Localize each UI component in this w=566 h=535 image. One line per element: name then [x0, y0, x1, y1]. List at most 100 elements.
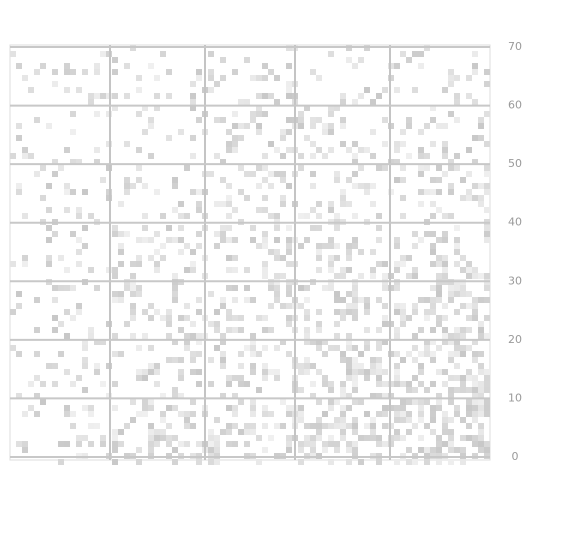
texture-cell	[340, 435, 346, 441]
texture-cell	[262, 111, 268, 117]
texture-cell	[280, 201, 286, 207]
texture-cell	[94, 423, 100, 429]
texture-cell	[220, 57, 226, 63]
texture-cell	[424, 309, 430, 315]
texture-cell	[280, 195, 286, 201]
texture-cell	[478, 273, 484, 279]
texture-cell	[478, 393, 484, 399]
texture-cell	[478, 411, 484, 417]
texture-cell	[94, 363, 100, 369]
texture-cell	[166, 357, 172, 363]
texture-cell	[442, 261, 448, 267]
texture-cell	[478, 351, 484, 357]
texture-cell	[82, 189, 88, 195]
texture-cell	[394, 369, 400, 375]
texture-cell	[238, 375, 244, 381]
texture-cell	[154, 267, 160, 273]
texture-cell	[214, 201, 220, 207]
texture-cell	[394, 303, 400, 309]
texture-cell	[52, 315, 58, 321]
texture-cell	[190, 357, 196, 363]
texture-cell	[262, 363, 268, 369]
texture-cell	[484, 237, 490, 243]
texture-cell	[340, 201, 346, 207]
texture-cell	[310, 363, 316, 369]
texture-cell	[220, 231, 226, 237]
texture-cell	[220, 333, 226, 339]
texture-cell	[382, 165, 388, 171]
texture-cell	[328, 51, 334, 57]
texture-cell	[304, 309, 310, 315]
texture-cell	[172, 183, 178, 189]
texture-cell	[340, 429, 346, 435]
texture-cell	[466, 303, 472, 309]
texture-cell	[46, 225, 52, 231]
texture-cell	[136, 345, 142, 351]
texture-cell	[412, 51, 418, 57]
texture-cell	[466, 261, 472, 267]
texture-cell	[436, 369, 442, 375]
texture-cell	[142, 411, 148, 417]
texture-cell	[448, 441, 454, 447]
texture-cell	[442, 381, 448, 387]
texture-cell	[382, 405, 388, 411]
texture-cell	[436, 123, 442, 129]
texture-cell	[196, 189, 202, 195]
texture-cell	[124, 63, 130, 69]
texture-cell	[382, 321, 388, 327]
texture-cell	[238, 351, 244, 357]
texture-cell	[52, 159, 58, 165]
texture-cell	[172, 273, 178, 279]
texture-cell	[184, 411, 190, 417]
texture-cell	[94, 159, 100, 165]
texture-cell	[316, 321, 322, 327]
texture-cell	[412, 273, 418, 279]
texture-cell	[262, 423, 268, 429]
texture-cell	[214, 117, 220, 123]
texture-cell	[70, 111, 76, 117]
texture-cell	[430, 231, 436, 237]
texture-cell	[112, 93, 118, 99]
texture-cell	[64, 69, 70, 75]
texture-cell	[346, 423, 352, 429]
texture-cell	[220, 117, 226, 123]
texture-cell	[400, 405, 406, 411]
texture-cell	[172, 405, 178, 411]
texture-cell	[412, 333, 418, 339]
texture-cell	[406, 381, 412, 387]
texture-cell	[190, 135, 196, 141]
texture-cell	[196, 333, 202, 339]
texture-cell	[250, 399, 256, 405]
texture-cell	[472, 387, 478, 393]
texture-cell	[52, 81, 58, 87]
texture-cell	[112, 231, 118, 237]
texture-cell	[10, 153, 16, 159]
texture-cell	[346, 375, 352, 381]
texture-cell	[394, 429, 400, 435]
texture-cell	[250, 75, 256, 81]
texture-cell	[130, 303, 136, 309]
texture-cell	[298, 153, 304, 159]
texture-cell	[310, 393, 316, 399]
texture-cell	[88, 93, 94, 99]
texture-cell	[136, 177, 142, 183]
texture-cell	[334, 273, 340, 279]
texture-cell	[328, 345, 334, 351]
texture-cell	[124, 141, 130, 147]
texture-cell	[136, 111, 142, 117]
texture-cell	[316, 339, 322, 345]
texture-cell	[190, 333, 196, 339]
texture-cell	[442, 327, 448, 333]
texture-cell	[352, 213, 358, 219]
texture-cell	[76, 249, 82, 255]
texture-cell	[436, 165, 442, 171]
texture-cell	[184, 339, 190, 345]
texture-cell	[430, 201, 436, 207]
texture-cell	[244, 381, 250, 387]
texture-cell	[430, 411, 436, 417]
texture-cell	[394, 327, 400, 333]
texture-cell	[454, 291, 460, 297]
texture-cell	[124, 93, 130, 99]
texture-cell	[484, 333, 490, 339]
texture-cell	[82, 345, 88, 351]
